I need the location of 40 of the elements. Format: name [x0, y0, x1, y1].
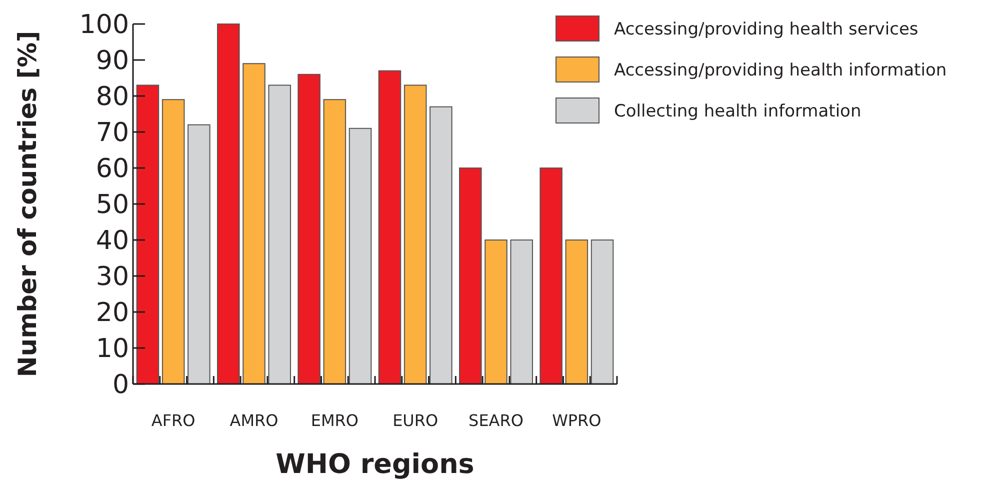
bar — [348, 128, 372, 384]
x-tick-label: EURO — [392, 411, 438, 430]
legend-label: Accessing/providing health services — [614, 19, 918, 40]
bar — [510, 240, 533, 384]
bar — [242, 63, 266, 384]
y-tick-label: 30 — [96, 262, 129, 292]
x-tick-label: WPRO — [552, 411, 602, 430]
legend-label: Collecting health information — [614, 101, 862, 122]
bar — [378, 70, 402, 384]
y-tick-label: 40 — [96, 226, 129, 256]
y-tick-label: 100 — [79, 10, 129, 40]
y-tick-label: 0 — [112, 370, 129, 400]
bar — [298, 74, 320, 384]
y-tick-label: 50 — [96, 190, 129, 220]
legend-label: Accessing/providing health information — [614, 60, 947, 80]
bar — [565, 240, 588, 384]
x-tick-label: AMRO — [230, 411, 278, 430]
bar — [540, 168, 562, 384]
bar — [590, 240, 614, 384]
bar — [162, 99, 185, 384]
y-tick-label: 80 — [96, 82, 129, 112]
bar — [459, 168, 482, 384]
y-tick-label: 60 — [96, 154, 129, 184]
bar — [136, 84, 160, 384]
y-tick-label: 20 — [96, 298, 129, 328]
bar — [268, 84, 291, 384]
x-tick-label: SEARO — [468, 411, 524, 430]
bar — [430, 106, 452, 384]
x-tick-label: AFRO — [151, 411, 196, 430]
y-tick-label: 90 — [96, 46, 129, 76]
bar — [323, 99, 346, 384]
x-tick-label: EMRO — [310, 411, 358, 430]
y-axis-title: Number of countries [%] — [13, 30, 42, 378]
y-tick-label: 70 — [96, 118, 129, 148]
bar — [217, 24, 240, 384]
bar — [404, 84, 427, 384]
bar — [484, 240, 508, 384]
bar — [188, 124, 210, 384]
x-axis-title: WHO regions — [276, 449, 474, 480]
y-tick-label: 10 — [96, 334, 129, 364]
